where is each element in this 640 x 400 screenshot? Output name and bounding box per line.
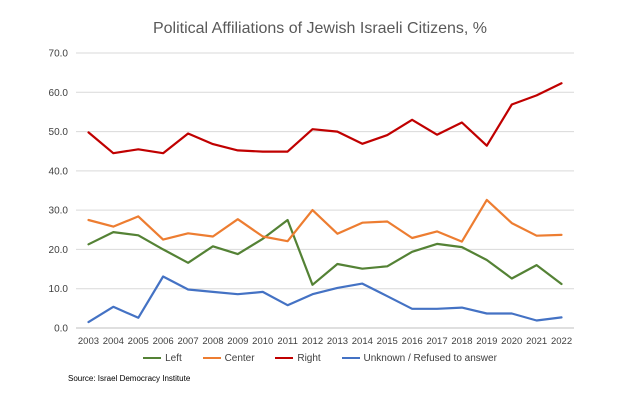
legend-label-left: Left — [165, 353, 182, 364]
legend-label-center: Center — [224, 353, 255, 364]
x-tick-label: 2007 — [177, 336, 198, 347]
x-tick-label: 2003 — [78, 336, 99, 347]
x-tick-label: 2012 — [302, 336, 323, 347]
x-tick-label: 2011 — [277, 336, 297, 347]
legend-swatch-right — [275, 357, 294, 360]
y-tick-label: 0.0 — [54, 324, 68, 335]
y-tick-label: 40.0 — [49, 166, 69, 177]
x-tick-label: 2016 — [402, 336, 423, 347]
y-tick-label: 20.0 — [49, 245, 69, 256]
legend-item-right: Right — [275, 353, 321, 364]
legend-label-right: Right — [297, 353, 321, 364]
y-tick-label: 50.0 — [49, 127, 69, 138]
y-tick-label: 60.0 — [49, 88, 69, 99]
gridlines — [76, 52, 574, 329]
x-tick-label: 2008 — [202, 336, 223, 347]
x-axis-ticks: 2003 2004 2005 2006 2007 2008 2009 2010 2011 2012… — [78, 336, 572, 347]
x-tick-label: 2018 — [451, 336, 472, 347]
series-line-unknown-refused-to-answer — [87, 275, 563, 324]
series-line-right — [87, 82, 563, 155]
legend-swatch-unknown — [341, 357, 360, 360]
x-tick-label: 2006 — [153, 336, 174, 347]
series-line-center — [87, 198, 563, 243]
source-note: Source: Israel Democracy Institute — [68, 374, 191, 383]
legend-item-center: Center — [202, 353, 255, 364]
x-tick-label: 2013 — [327, 336, 348, 347]
y-tick-label: 70.0 — [49, 49, 69, 60]
legend-swatch-center — [202, 357, 221, 360]
x-tick-label: 2019 — [476, 336, 497, 347]
legend: Left Center Right Unknown / Refused to a… — [0, 353, 640, 364]
legend-item-unknown: Unknown / Refused to answer — [341, 353, 497, 364]
y-axis-ticks: 0.0 10.0 20.0 30.0 40.0 50.0 60.0 70.0 — [49, 49, 69, 335]
x-tick-label: 2010 — [252, 336, 273, 347]
y-tick-label: 30.0 — [49, 206, 69, 217]
x-tick-label: 2014 — [352, 336, 373, 347]
x-tick-label: 2022 — [551, 336, 572, 347]
chart-title: Political Affiliations of Jewish Israeli… — [152, 20, 488, 37]
legend-swatch-left — [143, 357, 162, 360]
x-tick-label: 2009 — [227, 336, 248, 347]
series-line-left — [87, 218, 563, 286]
x-tick-label: 2005 — [128, 336, 149, 347]
series-lines — [87, 82, 563, 324]
y-tick-label: 10.0 — [49, 284, 69, 295]
legend-item-left: Left — [143, 353, 182, 364]
x-tick-label: 2021 — [526, 336, 547, 347]
x-tick-label: 2004 — [103, 336, 124, 347]
x-tick-label: 2015 — [377, 336, 398, 347]
x-tick-label: 2020 — [501, 336, 522, 347]
legend-label-unknown: Unknown / Refused to answer — [363, 353, 497, 364]
x-tick-label: 2017 — [426, 336, 447, 347]
